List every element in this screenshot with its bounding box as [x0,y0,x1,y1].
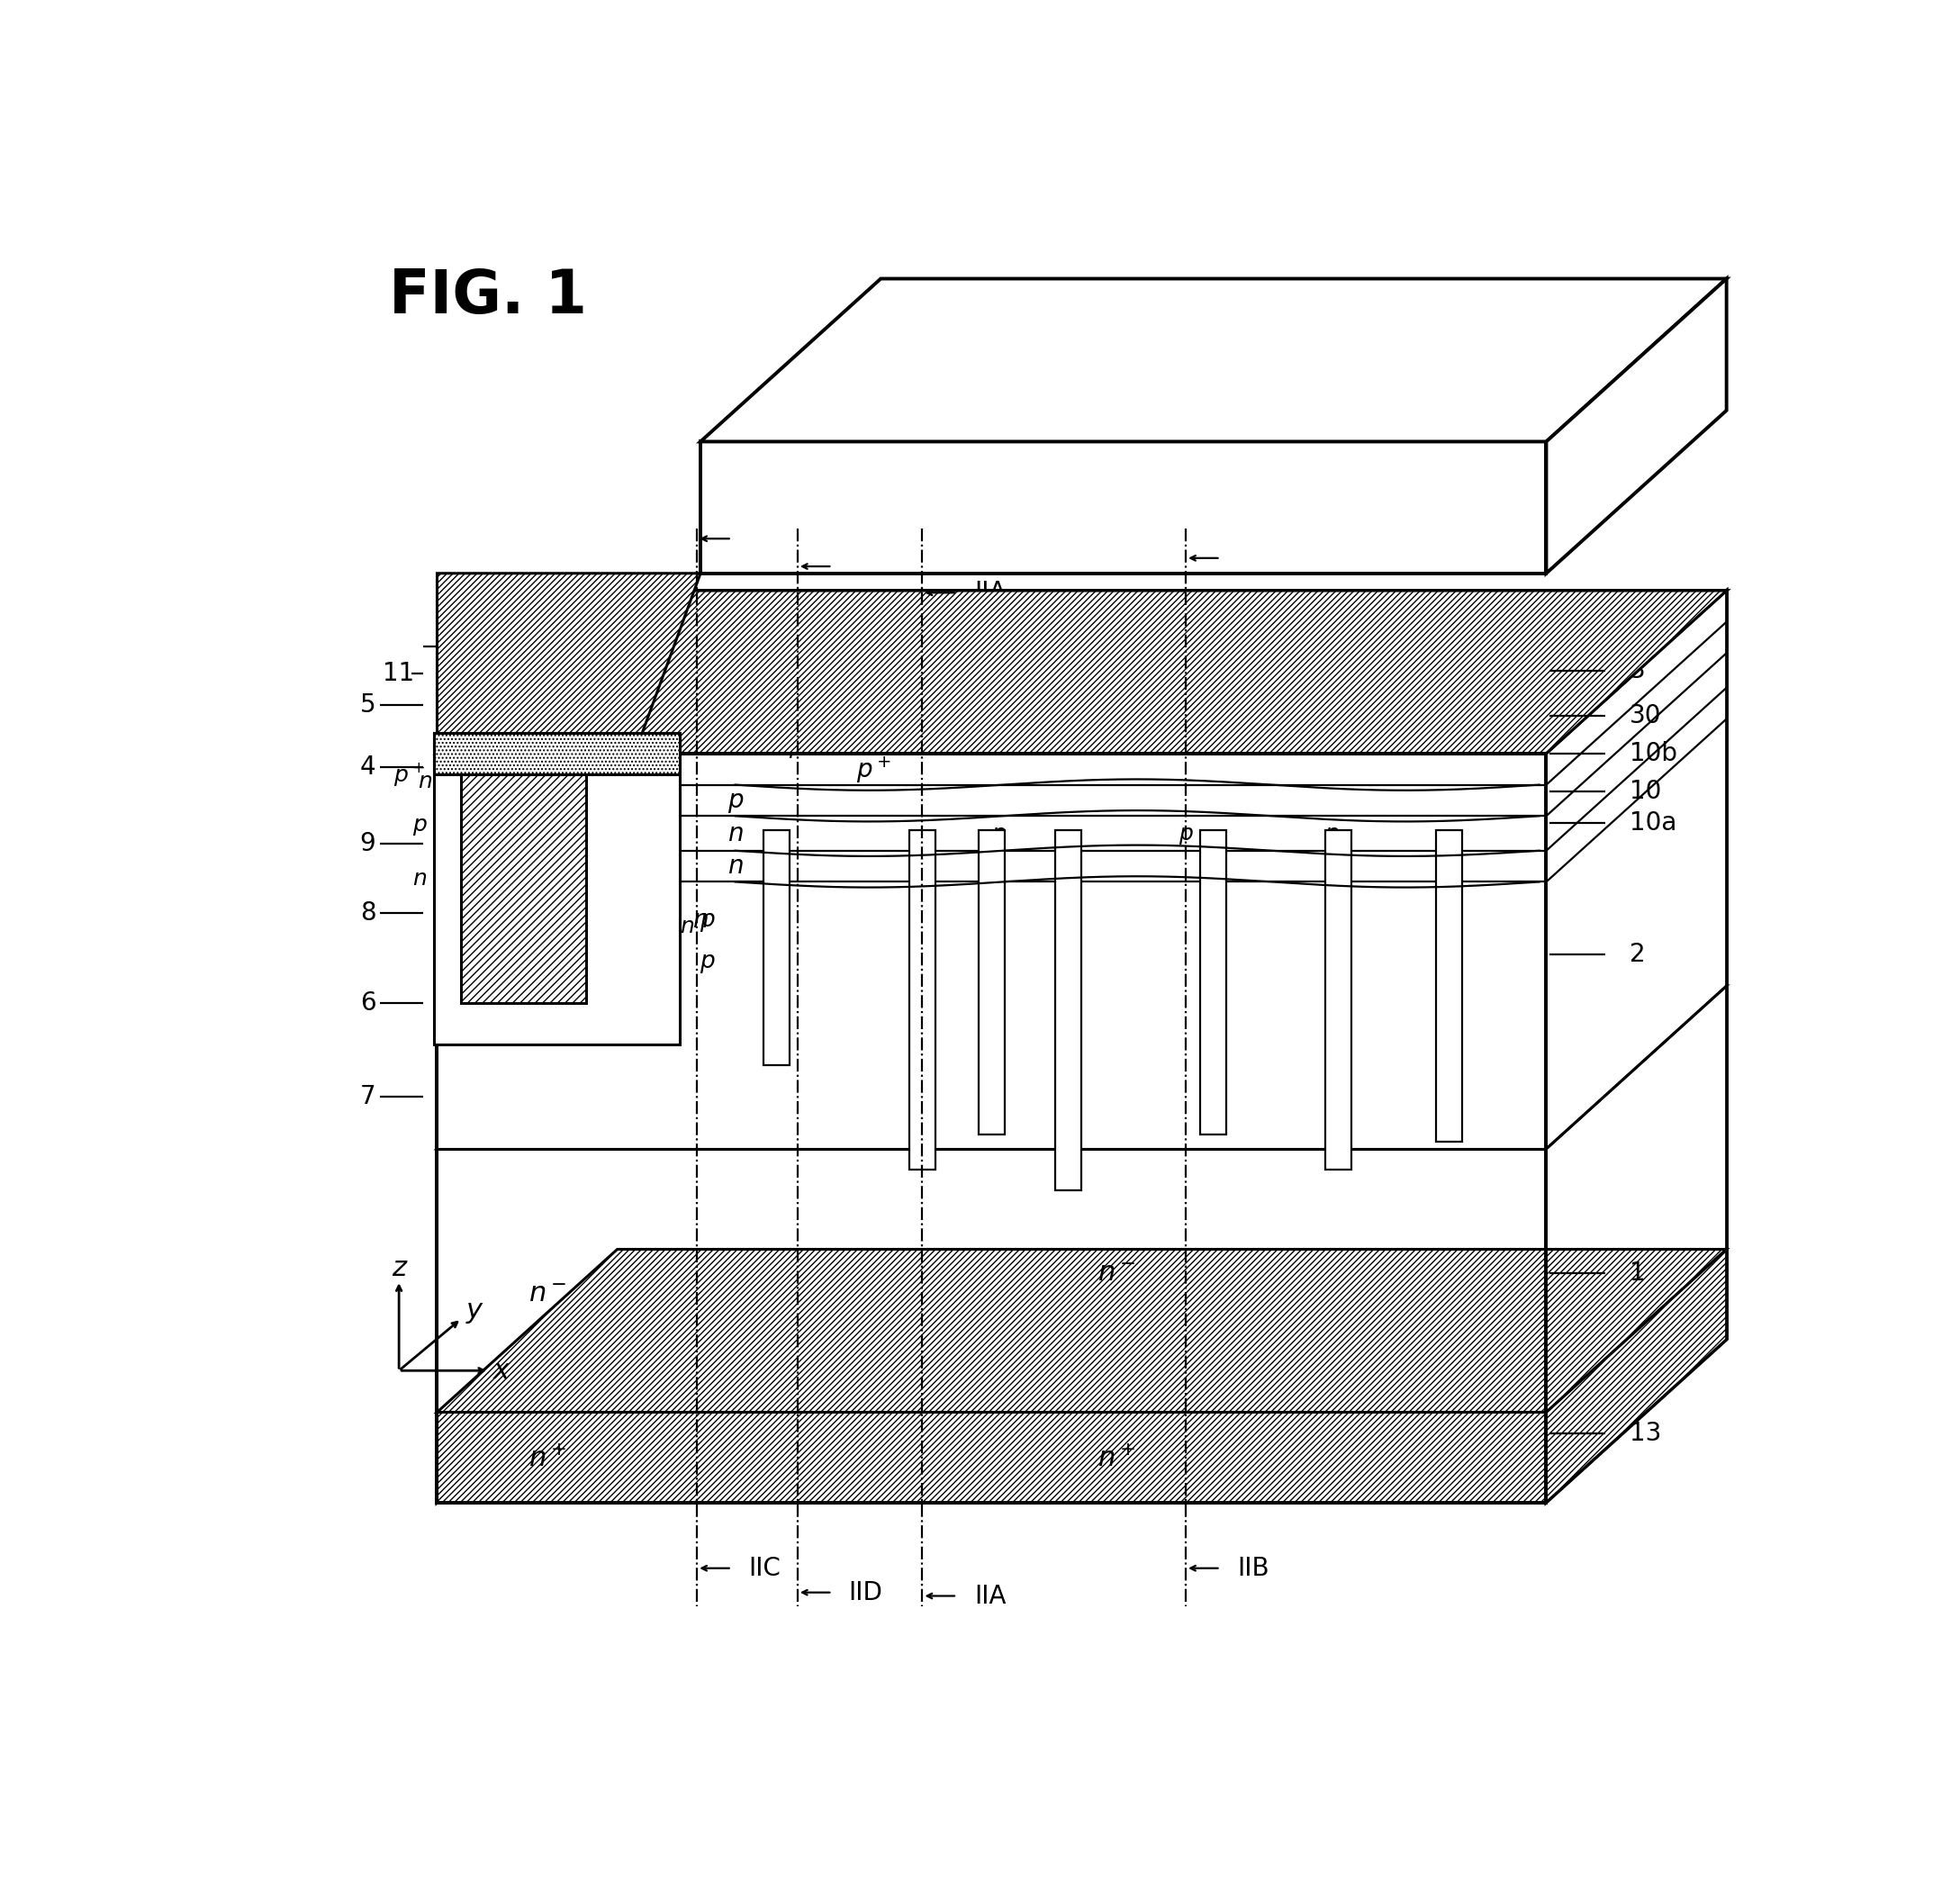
Text: 10a: 10a [1629,810,1676,835]
Text: IIB: IIB [1237,1557,1270,1581]
Text: IIA: IIA [974,1583,1005,1609]
Polygon shape [437,754,1546,1149]
Polygon shape [437,1249,1727,1413]
Polygon shape [1200,829,1227,1135]
Text: 13: 13 [1629,1421,1662,1445]
Text: $n^+$: $n^+$ [529,1447,566,1473]
Polygon shape [437,1413,1546,1502]
Polygon shape [433,733,680,1045]
Polygon shape [461,774,586,1003]
Text: 10: 10 [1629,778,1662,805]
Text: $n^+$: $n^+$ [510,771,539,793]
Text: 1: 1 [1629,1262,1644,1286]
Polygon shape [1546,986,1727,1413]
Text: FIG. 1: FIG. 1 [388,266,586,325]
Text: p: p [992,880,1005,901]
Text: p: p [700,950,715,973]
Text: p: p [631,895,645,916]
Text: n: n [680,916,694,937]
Polygon shape [909,829,935,1169]
Text: $p^+$: $p^+$ [788,733,821,759]
Polygon shape [764,829,790,1065]
Text: 4: 4 [361,756,376,780]
Text: p: p [700,909,715,931]
Text: 8: 8 [361,901,376,926]
Polygon shape [1054,829,1082,1190]
Polygon shape [1437,829,1462,1141]
Text: x: x [494,1358,510,1383]
Polygon shape [437,986,1727,1149]
Polygon shape [437,591,1727,754]
Polygon shape [437,754,1546,1502]
Text: IIC: IIC [749,525,782,552]
Text: p: p [1060,999,1076,1022]
Text: $p^+$: $p^+$ [394,761,425,788]
Text: 9: 9 [361,831,376,856]
Text: $n^-$: $n^-$ [529,1281,566,1307]
Polygon shape [437,1149,1546,1413]
Polygon shape [1546,280,1727,574]
Text: n: n [727,820,743,846]
Text: p: p [1205,971,1221,994]
Text: IIA: IIA [974,580,1005,604]
Polygon shape [433,733,680,774]
Text: $n^+$: $n^+$ [1098,1447,1135,1473]
Text: p: p [1443,963,1456,988]
Text: IIC: IIC [749,1557,782,1581]
Text: p: p [1331,979,1347,1001]
Text: 6: 6 [361,990,376,1016]
Polygon shape [1546,591,1727,1502]
Text: p: p [768,950,784,973]
Text: p: p [1325,822,1339,844]
Text: n: n [692,907,708,933]
Text: IID: IID [849,553,882,580]
Text: $n^-$: $n^-$ [1098,1260,1135,1286]
Text: 12: 12 [547,633,578,659]
Polygon shape [1325,829,1352,1169]
Text: p: p [992,822,1005,844]
Polygon shape [700,442,1546,574]
Text: $n^+$: $n^+$ [608,808,641,831]
Polygon shape [978,829,1005,1135]
Text: 2: 2 [1629,943,1644,967]
Text: p: p [915,992,929,1014]
Text: IID: IID [849,1579,882,1606]
Text: IIB: IIB [1237,546,1270,570]
Text: $p^+$: $p^+$ [435,733,466,759]
Text: $p^+$: $p^+$ [637,852,668,878]
Text: 11: 11 [382,661,416,686]
Text: n: n [414,867,427,890]
Text: 10b: 10b [1629,740,1678,767]
Text: p: p [414,814,427,835]
Polygon shape [1546,591,1727,1149]
Text: 5: 5 [361,693,376,718]
Text: p: p [984,971,1000,994]
Polygon shape [1546,1249,1727,1502]
Polygon shape [437,591,1727,754]
Text: $n^-$: $n^-$ [508,926,539,948]
Text: z: z [392,1254,406,1281]
Text: 3: 3 [1629,657,1646,684]
Polygon shape [437,574,700,754]
Text: n: n [727,854,743,878]
Text: p: p [1178,822,1194,844]
Text: n: n [992,856,1005,876]
Polygon shape [437,591,617,1502]
Text: 7: 7 [361,1084,376,1109]
Text: $p^+$: $p^+$ [857,754,892,784]
Text: 30: 30 [1629,703,1662,727]
Text: y: y [466,1298,482,1324]
Text: $n^+$: $n^+$ [417,771,449,793]
Text: p: p [727,788,743,812]
Polygon shape [700,280,1727,442]
